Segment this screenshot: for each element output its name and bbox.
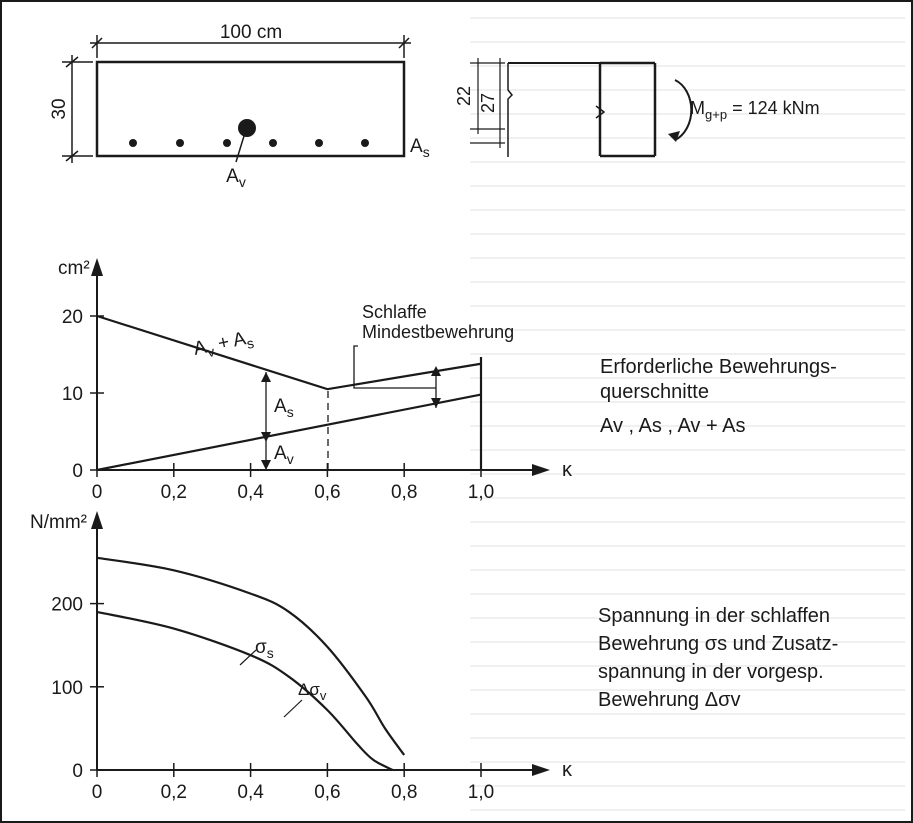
chart2-y-tick-label: 100 (51, 678, 83, 699)
rebar-dot (223, 139, 231, 147)
chart2-caption-line4: Bewehrung Δσv (598, 689, 740, 711)
chart1-x-tick-label: 0,6 (314, 482, 340, 503)
chart1-y-arrow (91, 258, 103, 276)
chart2-y-tick-label: 0 (72, 761, 83, 782)
chart2-x-tick-label: 0,2 (161, 782, 187, 803)
width-dim-tick (91, 37, 103, 49)
schlaffe-label: Schlaffe (362, 302, 427, 322)
chart1-y-tick-label: 20 (62, 307, 83, 328)
chart1-x-arrow (532, 464, 550, 476)
chart2-x-tick-label: 0,8 (391, 782, 417, 803)
chart1-caption-line3: Av , As , Av + As (600, 415, 745, 437)
section-outline (95, 60, 406, 158)
label-delta-sigma-v: Δσv (298, 680, 327, 703)
chart1-x-symbol: κ (562, 459, 573, 481)
mindestbewehrung-label: Mindestbewehrung (362, 322, 514, 342)
chart2-x-tick-label: 1,0 (468, 782, 494, 803)
moment-label: Mg+p = 124 kNm (690, 98, 820, 122)
label-sigma-s: σs (255, 637, 274, 661)
width-label: 100 cm (220, 22, 282, 43)
height-dim-tick (65, 150, 79, 162)
rebar-dot (315, 139, 323, 147)
chart1-caption-line2: querschnitte (600, 381, 709, 403)
background-text (470, 17, 905, 811)
rebar-dot (361, 139, 369, 147)
chart2-x-tick-label: 0,6 (314, 782, 340, 803)
sigma-s-leader (239, 649, 257, 666)
as-range-arrow-mid (261, 432, 271, 442)
chart1-y-tick-label: 10 (62, 384, 83, 405)
width-dim-tick (398, 37, 410, 49)
chart-reinforcement-area: cm² κ 0 0,2 0,4 0,6 0,8 1,0 0 10 20 Av + As As A… (58, 258, 837, 503)
cross-section: 100 cm 30 Av As (49, 22, 430, 190)
chart2-annotations: σs Δσv (239, 637, 327, 718)
chart1-y-tick-label: 0 (72, 461, 83, 482)
height-dim-tick (65, 56, 79, 68)
delta-sigma-leader (283, 699, 303, 718)
as-range-arrow-top (261, 372, 271, 382)
chart1-caption: Erforderliche Bewehrungs- querschnitte A… (600, 356, 837, 437)
chart2-caption-line3: spannung in der vorgesp. (598, 661, 824, 683)
break-mark (595, 105, 606, 119)
as-range-arrow-bottom (261, 460, 271, 470)
chart2-series-line-0 (96, 556, 406, 756)
chart1-series-line-0 (96, 314, 482, 391)
rebar-dot (176, 139, 184, 147)
av-label: Av (226, 166, 246, 190)
chart2-y-arrow (91, 511, 103, 529)
moment-arc (674, 79, 693, 141)
as-label: As (410, 136, 430, 160)
tendon-dot (238, 119, 256, 137)
dim-27-label: 27 (478, 93, 498, 113)
mindest-bracket (353, 345, 436, 389)
rebar-dot (129, 139, 137, 147)
chart2-y-tick-label: 200 (51, 595, 83, 616)
chart2-x-symbol: κ (562, 759, 573, 781)
chart-steel-stress: N/mm² κ 0 0,2 0,4 0,6 0,8 1,0 0 100 200 σs Δσv S… (30, 511, 838, 803)
chart1-y-unit: cm² (58, 258, 90, 279)
chart1-series-line-1 (96, 393, 482, 472)
mindest-arrow-top (431, 366, 441, 376)
height-label: 30 (49, 98, 70, 119)
chart2-caption-line2: Bewehrung σs und Zusatz- (598, 633, 838, 655)
chart1-x-tick-label: 0 (92, 482, 103, 503)
chart2-series-line-1 (96, 610, 394, 771)
label-av-plus-as: Av + As (192, 327, 256, 363)
chart2-x-tick-label: 0 (92, 782, 103, 803)
mindest-arrow-bottom (431, 398, 441, 408)
chart1-x-tick-label: 0,8 (391, 482, 417, 503)
chart2-caption-line1: Spannung in der schlaffen (598, 605, 830, 627)
label-as: As (274, 396, 294, 420)
break-line (507, 63, 514, 157)
chart1-x-tick-label: 0,4 (237, 482, 264, 503)
av-leader-line (235, 135, 245, 163)
chart1-caption-line1: Erforderliche Bewehrungs- (600, 356, 837, 378)
chart2-x-arrow (532, 764, 550, 776)
chart2-y-unit: N/mm² (30, 512, 87, 533)
chart1-x-tick-label: 0,2 (161, 482, 187, 503)
rebar-dot (269, 139, 277, 147)
moment-arrowhead (668, 131, 680, 142)
chart2-x-tick-label: 0,4 (237, 782, 264, 803)
chart2-caption: Spannung in der schlaffen Bewehrung σs u… (598, 605, 838, 711)
dim-22-label: 22 (454, 86, 474, 106)
chart1-x-tick-label: 1,0 (468, 482, 494, 503)
side-section: 22 27 Mg+p = 124 kNm (454, 58, 820, 158)
label-av: Av (274, 443, 294, 467)
